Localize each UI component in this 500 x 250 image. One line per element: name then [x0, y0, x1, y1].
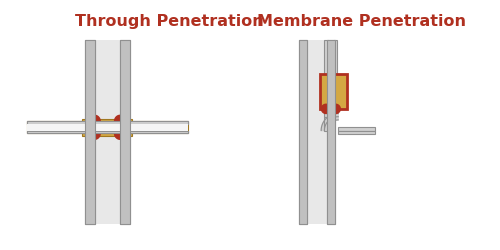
Bar: [324, 40, 328, 117]
Polygon shape: [89, 127, 100, 139]
Bar: [328, 120, 334, 130]
Bar: [327, 40, 336, 224]
Bar: [334, 40, 338, 117]
Bar: [26, 131, 188, 133]
Bar: [327, 40, 336, 224]
Bar: [26, 124, 188, 131]
Bar: [82, 119, 132, 136]
Bar: [307, 40, 327, 224]
Text: Membrane Penetration: Membrane Penetration: [257, 14, 466, 29]
Bar: [84, 40, 94, 224]
Bar: [120, 40, 130, 224]
Bar: [338, 130, 374, 134]
Polygon shape: [322, 104, 330, 114]
Polygon shape: [114, 127, 126, 139]
Bar: [338, 127, 374, 130]
Bar: [26, 124, 188, 131]
Bar: [324, 117, 328, 130]
Polygon shape: [324, 117, 338, 130]
Bar: [298, 40, 307, 224]
Text: Through Penetration: Through Penetration: [75, 14, 264, 29]
Bar: [26, 131, 188, 133]
Polygon shape: [89, 115, 100, 127]
Bar: [26, 121, 188, 133]
Bar: [26, 121, 188, 124]
Bar: [298, 40, 307, 224]
Bar: [320, 74, 347, 109]
Bar: [328, 40, 334, 117]
Bar: [94, 40, 120, 224]
Bar: [84, 40, 94, 224]
Bar: [26, 121, 188, 124]
Bar: [120, 40, 130, 224]
Polygon shape: [331, 104, 340, 114]
Polygon shape: [321, 114, 338, 130]
Polygon shape: [114, 115, 126, 127]
